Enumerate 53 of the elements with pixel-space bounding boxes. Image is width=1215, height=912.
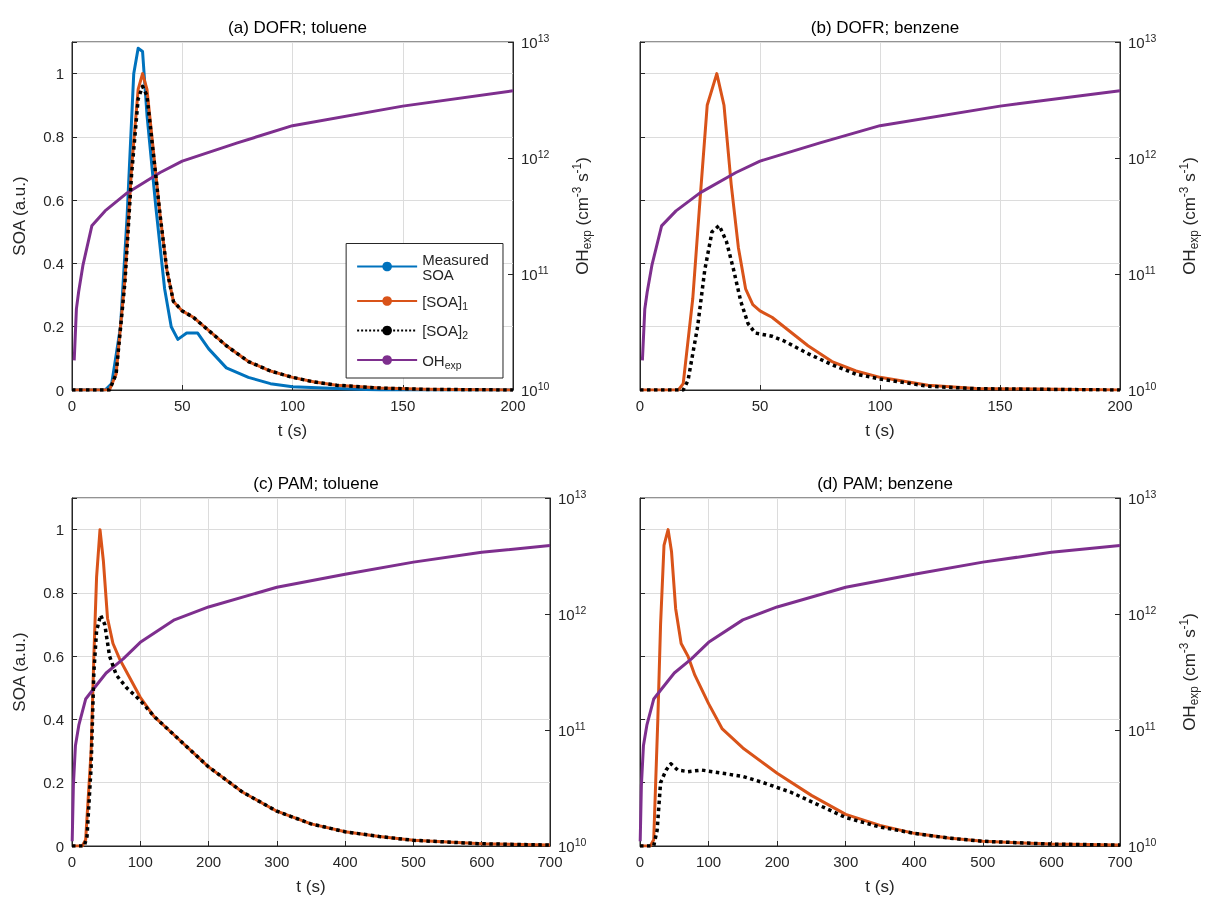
x-tick-label: 200 (1107, 397, 1133, 414)
x-tick-label: 200 (196, 853, 222, 870)
y-axis-title: SOA (a.u.) (10, 176, 29, 256)
line-series (640, 89, 1122, 362)
x-tick-label: 150 (987, 397, 1013, 414)
x-tick-label: 500 (400, 853, 426, 870)
y2-axis-title: OHexp (cm-3 s-1) (570, 157, 595, 275)
y-tick-label: 0 (55, 837, 64, 855)
chart-title: (b) DOFR; benzene (810, 18, 960, 37)
chart-title: (c) PAM; toluene (253, 474, 379, 493)
x-tick-label: 600 (1038, 853, 1064, 870)
x-axis-title: t (s) (277, 421, 308, 440)
x-tick-label: 200 (764, 853, 790, 870)
y-tick-label: 0.2 (43, 774, 64, 792)
y2-axis-title: OHexp (cm-3 s-1) (1177, 157, 1202, 275)
x-axis-title: t (s) (296, 877, 326, 896)
y-tick-label: 0.6 (43, 647, 64, 665)
y-tick-label: 0.8 (43, 128, 64, 146)
y-tick-label: 0.4 (43, 254, 64, 272)
y2-axis-title: OHexp (cm-3 s-1) (1177, 613, 1202, 731)
x-tick-label: 100 (696, 853, 722, 870)
chart-title: (d) PAM; benzene (817, 474, 953, 493)
x-axis-title: t (s) (865, 877, 895, 896)
x-tick-label: 0 (635, 853, 645, 870)
x-tick-label: 200 (500, 397, 526, 414)
y-tick-label: 0.8 (43, 584, 64, 602)
y-tick-label: 1 (55, 521, 64, 539)
x-tick-label: 50 (173, 397, 191, 414)
x-tick-label: 100 (867, 397, 893, 414)
x-tick-label: 500 (970, 853, 996, 870)
x-tick-label: 700 (537, 853, 563, 870)
y-axis-title: SOA (a.u.) (10, 632, 29, 712)
x-tick-label: 700 (1107, 853, 1133, 870)
x-tick-label: 150 (390, 397, 416, 414)
chart-title: (a) DOFR; toluene (228, 18, 367, 37)
x-tick-label: 100 (279, 397, 306, 414)
y-tick-label: 1 (55, 65, 64, 83)
x-tick-label: 50 (751, 397, 769, 414)
x-tick-label: 300 (264, 853, 290, 870)
x-tick-label: 600 (469, 853, 495, 870)
x-tick-label: 400 (901, 853, 927, 870)
y-tick-label: 0.4 (43, 710, 64, 728)
y-tick-label: 0.6 (43, 191, 64, 209)
x-tick-label: 100 (127, 853, 153, 870)
x-tick-label: 0 (67, 853, 77, 870)
x-tick-label: 0 (67, 397, 77, 414)
y-tick-label: 0.2 (43, 318, 64, 336)
x-tick-label: 300 (833, 853, 859, 870)
x-axis-title: t (s) (865, 421, 895, 440)
legend-label: Measured SOA (422, 250, 494, 283)
x-tick-label: 400 (332, 853, 358, 870)
x-tick-label: 0 (635, 397, 645, 414)
y-tick-label: 0 (55, 381, 64, 399)
